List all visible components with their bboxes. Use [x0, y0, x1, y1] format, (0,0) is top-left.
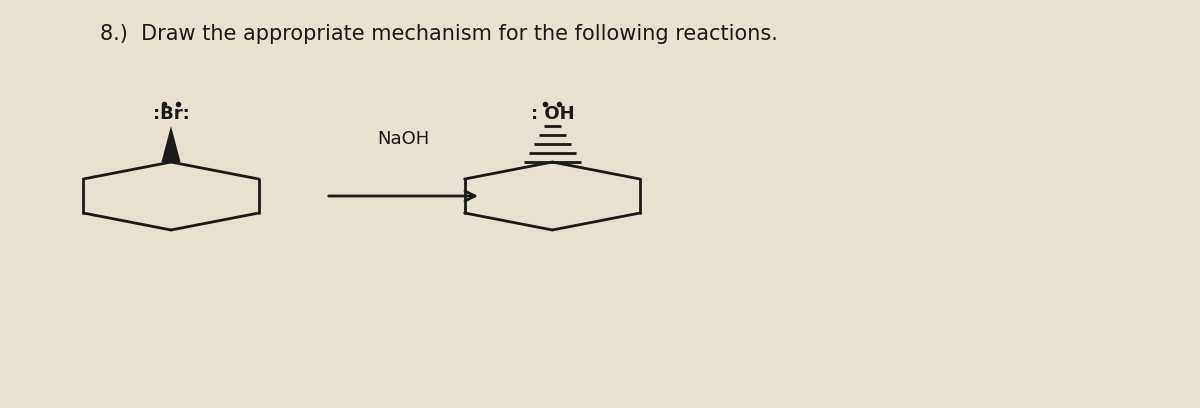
Text: 8.)  Draw the appropriate mechanism for the following reactions.: 8.) Draw the appropriate mechanism for t… [100, 24, 778, 44]
Polygon shape [162, 126, 180, 162]
Text: :Br:: :Br: [152, 105, 190, 123]
Text: : OH: : OH [530, 105, 574, 123]
Text: NaOH: NaOH [377, 130, 430, 148]
